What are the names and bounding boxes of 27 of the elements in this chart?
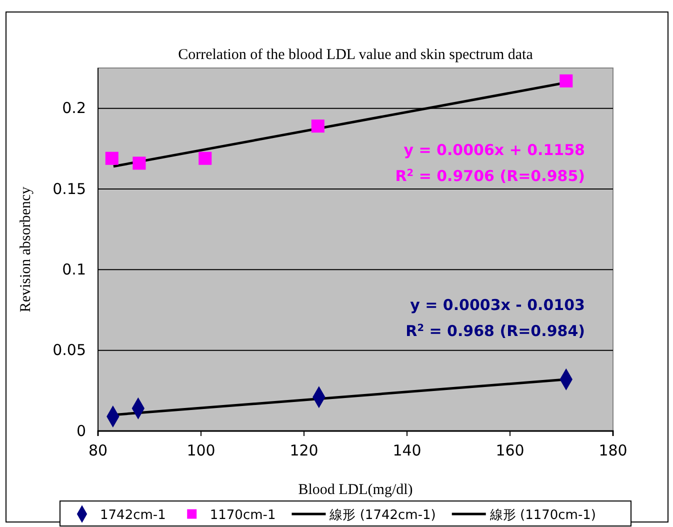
legend-label: 1742cm-1 — [100, 508, 166, 523]
x-tick-label: 120 — [290, 442, 318, 460]
x-tick-label: 100 — [186, 442, 216, 460]
legend-label: 1170cm-1 — [210, 508, 276, 523]
legend-label: 線形 (1170cm-1) — [488, 508, 596, 523]
point — [311, 120, 324, 133]
point — [132, 156, 146, 170]
x-tick-label: 140 — [392, 442, 422, 460]
x-axis-title: Blood LDL(mg/dl) — [298, 482, 413, 498]
chart-title: Correlation of the blood LDL value and skin spectrum data — [178, 47, 534, 63]
annotation: R$^{2}$ = 0.968 (R=0.984) — [406, 322, 585, 340]
y-tick-label: 0.1 — [62, 260, 86, 278]
y-tick-label: 0 — [76, 422, 86, 440]
point — [198, 152, 212, 165]
annotation: y = 0.0006x + 0.1158 — [404, 141, 585, 159]
legend-label: 線形 (1742cm-1) — [328, 508, 436, 523]
x-tick-label: 180 — [598, 442, 628, 460]
y-tick-label: 0.2 — [62, 99, 86, 118]
point — [560, 74, 573, 88]
annotation: R$^{2}$ = 0.9706 (R=0.985) — [395, 167, 585, 185]
x-tick-label: 160 — [496, 442, 524, 460]
point — [105, 152, 118, 165]
x-tick-label: 80 — [88, 442, 108, 460]
y-axis-title: Revision absorbency — [18, 186, 34, 312]
y-tick-label: 0.15 — [52, 180, 86, 198]
annotation: y = 0.0003x - 0.0103 — [410, 296, 585, 314]
y-tick-label: 0.05 — [52, 341, 86, 360]
